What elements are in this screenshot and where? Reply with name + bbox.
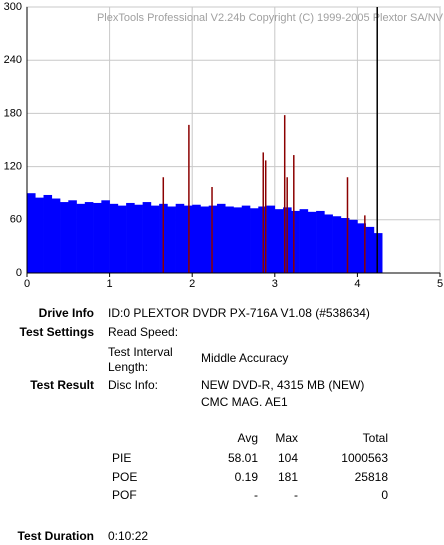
bar	[68, 200, 77, 273]
row-label: POE	[112, 469, 138, 484]
bar	[299, 209, 309, 273]
bar	[117, 205, 127, 273]
bar	[324, 214, 333, 273]
cell: 0.19	[234, 469, 258, 484]
cell: 25818	[354, 469, 388, 484]
bar	[216, 203, 226, 273]
label: Test Duration	[17, 529, 94, 543]
bar	[101, 200, 110, 273]
bar	[307, 211, 317, 273]
bar	[84, 202, 94, 273]
bar	[225, 206, 234, 273]
label: Drive Info	[38, 306, 94, 320]
bar	[167, 206, 176, 273]
x-tick-label: 5	[437, 278, 443, 290]
table-header: Total	[362, 431, 388, 445]
bar	[250, 208, 259, 273]
value: ID:0 PLEXTOR DVDR PX-716A V1.08 (#538634…	[108, 306, 370, 320]
x-tick-label: 2	[189, 278, 195, 290]
bar	[192, 204, 201, 273]
bar	[365, 226, 375, 273]
bar	[76, 203, 86, 273]
y-tick-label: 180	[4, 107, 22, 119]
x-tick-label: 1	[107, 278, 113, 290]
y-tick-label: 0	[16, 267, 22, 279]
bar	[134, 204, 143, 273]
bar	[208, 205, 218, 273]
bar	[357, 223, 366, 273]
cell: 181	[277, 469, 298, 484]
label: Test Result	[30, 378, 94, 392]
value: Middle Accuracy	[201, 351, 289, 365]
bar	[126, 202, 135, 273]
bar	[175, 203, 185, 273]
x-tick-label: 4	[354, 278, 360, 290]
bar	[291, 210, 300, 273]
bar	[241, 205, 251, 273]
bar	[274, 209, 284, 273]
bar	[340, 218, 350, 273]
bar	[332, 216, 342, 273]
y-tick-label: 120	[4, 161, 22, 173]
bar	[233, 207, 243, 273]
value: Read Speed:	[108, 325, 179, 339]
cell: -	[294, 488, 298, 502]
bar	[373, 233, 383, 273]
value: CMC MAG. AE1	[201, 395, 288, 409]
cell: 1000563	[341, 451, 388, 465]
bar	[43, 194, 53, 273]
label: Disc Info:	[108, 378, 159, 392]
row-label: PIE	[112, 451, 132, 465]
bar	[51, 198, 61, 273]
cell: 0	[381, 488, 388, 502]
bar	[349, 219, 358, 273]
label: Test Interval Length:	[108, 345, 173, 374]
bar	[266, 205, 276, 273]
bar	[35, 197, 44, 273]
table-header: Avg	[237, 431, 258, 445]
value: 0:10:22	[108, 529, 149, 543]
bar	[93, 202, 102, 273]
y-tick-label: 60	[10, 214, 22, 226]
bar	[27, 193, 36, 273]
label: Test Settings	[19, 325, 94, 339]
bar	[316, 210, 325, 273]
chart: 0 60 120 180 240 300 0 1 2 3 4 5 PlexTools Professio…	[4, 1, 444, 290]
x-tick-label: 3	[272, 278, 278, 290]
x-tick-label: 0	[24, 278, 30, 290]
bar	[109, 203, 119, 273]
row-label: POF	[112, 488, 137, 502]
bar	[60, 202, 69, 273]
bar	[142, 202, 152, 273]
cell: 58.01	[227, 451, 258, 465]
bar	[200, 206, 210, 273]
y-tick-label: 240	[4, 54, 22, 66]
bar	[150, 205, 160, 273]
y-tick-label: 300	[4, 1, 22, 13]
table-header: Max	[275, 431, 298, 445]
cell: -	[254, 488, 258, 502]
chart-title: PlexTools Professional V2.24b Copyright …	[97, 12, 444, 24]
cell: 104	[277, 451, 298, 465]
value: NEW DVD-R, 4315 MB (NEW)	[201, 378, 365, 392]
